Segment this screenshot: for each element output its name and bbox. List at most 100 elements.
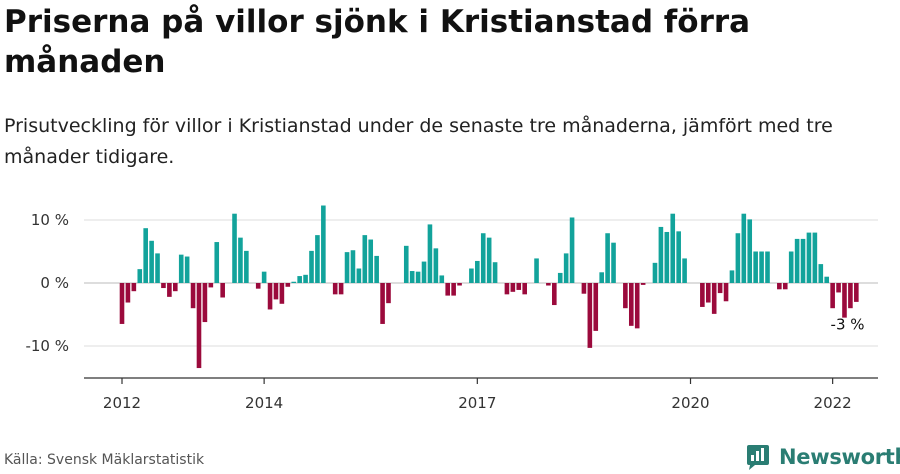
bar — [161, 283, 166, 289]
last-value-annotation: -3 % — [831, 316, 865, 334]
bar — [711, 283, 717, 314]
bar — [652, 262, 658, 283]
bar — [741, 213, 747, 283]
bar — [806, 232, 812, 283]
bar — [747, 219, 753, 283]
bar — [640, 283, 646, 285]
bar — [557, 272, 563, 283]
bar — [143, 228, 148, 283]
bar — [267, 283, 273, 310]
bar — [427, 224, 433, 283]
bar — [794, 238, 800, 283]
bar — [208, 283, 214, 288]
bar — [676, 231, 681, 283]
bar — [534, 258, 539, 283]
bar — [433, 248, 439, 283]
bar — [700, 283, 705, 307]
bar — [854, 283, 859, 302]
bar — [788, 251, 794, 283]
bar — [546, 283, 551, 286]
bar — [623, 283, 628, 309]
bar — [664, 231, 670, 283]
bar — [480, 233, 486, 283]
x-axis — [84, 377, 878, 384]
x-tick-label: 2022 — [814, 394, 852, 412]
bar — [178, 254, 184, 283]
bar — [812, 232, 818, 283]
bar — [303, 274, 308, 283]
bar — [504, 283, 510, 295]
bar — [682, 258, 687, 283]
bar — [190, 283, 196, 309]
source-note: Källa: Svensk Mäklarstatistik — [4, 452, 205, 468]
bar — [705, 283, 711, 303]
bar — [451, 283, 456, 296]
bar — [753, 251, 758, 283]
bar — [800, 238, 806, 283]
bar — [297, 276, 302, 283]
bar — [285, 283, 291, 287]
bar — [457, 283, 462, 286]
bar — [782, 283, 788, 290]
x-tick-label: 2014 — [245, 394, 283, 412]
bar — [255, 283, 261, 289]
bar — [125, 283, 131, 303]
x-tick-label: 2017 — [458, 394, 496, 412]
bar — [332, 283, 338, 295]
bar — [587, 283, 593, 348]
bar — [238, 237, 243, 283]
bar — [593, 283, 599, 331]
bar — [173, 283, 178, 292]
bar — [356, 268, 362, 283]
bar — [184, 256, 190, 283]
bar — [315, 235, 320, 283]
bar — [777, 283, 782, 290]
x-tick-label: 2020 — [671, 394, 709, 412]
bar — [155, 253, 160, 283]
tick-labels: 10 % 0 % -10 % 2012 2014 2017 2020 2022 -3 % — [25, 211, 864, 412]
bar — [522, 283, 527, 295]
bar — [818, 264, 824, 283]
bar — [670, 213, 676, 283]
bar — [475, 260, 480, 283]
bar — [421, 261, 427, 283]
y-tick-label: 10 % — [31, 211, 69, 229]
newsworthy-logo-icon — [747, 445, 769, 470]
brand: Newsworthy — [745, 440, 900, 474]
bar — [167, 283, 172, 297]
bar — [439, 275, 445, 283]
bar — [368, 239, 374, 283]
bar — [658, 226, 664, 283]
bar — [611, 242, 616, 283]
bar — [220, 283, 225, 298]
bar — [836, 283, 841, 293]
bar — [409, 271, 415, 283]
bar — [445, 283, 451, 296]
bar — [131, 283, 137, 292]
bar — [380, 283, 385, 324]
bar — [350, 250, 356, 283]
bar — [581, 283, 587, 294]
bar — [261, 271, 267, 283]
bar — [338, 283, 344, 295]
bar — [273, 283, 279, 300]
bar — [291, 281, 297, 283]
bar — [824, 276, 830, 283]
bar — [309, 250, 314, 283]
chart-title: Priserna på villor sjönk i Kristianstad … — [4, 4, 751, 80]
bar — [729, 270, 735, 283]
bar — [386, 283, 391, 304]
bar — [119, 283, 125, 324]
bar — [403, 245, 409, 283]
bar — [510, 283, 516, 292]
bar — [599, 272, 604, 283]
bar — [516, 283, 522, 290]
chart-subtitle: Prisutveckling för villor i Kristianstad… — [4, 115, 833, 168]
bar — [765, 251, 770, 283]
bar — [202, 283, 208, 323]
bar — [842, 283, 847, 318]
bar — [569, 217, 575, 283]
bar — [344, 252, 350, 283]
bar — [279, 283, 285, 304]
y-tick-label: 0 % — [40, 274, 69, 292]
